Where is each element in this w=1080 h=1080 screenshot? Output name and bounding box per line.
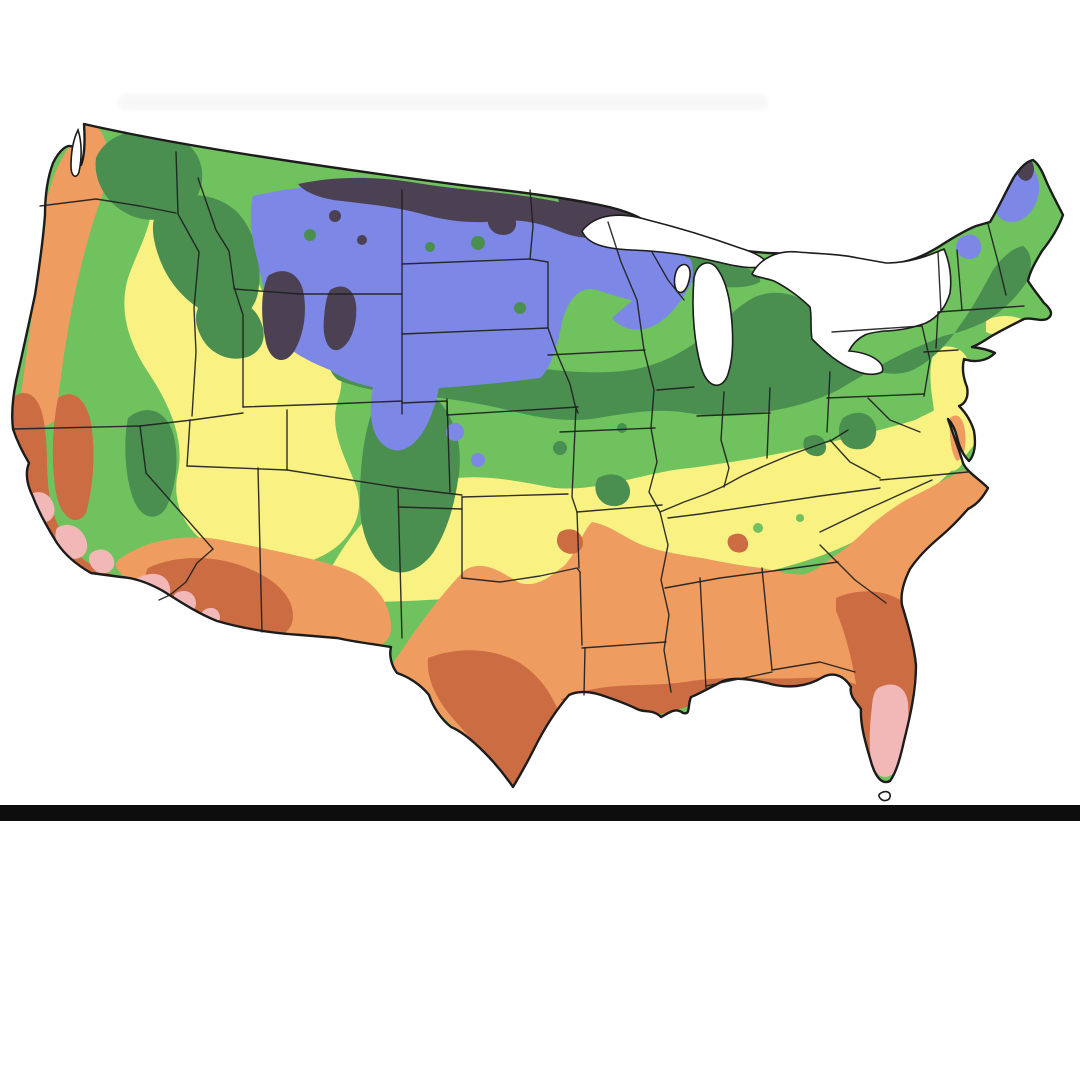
zones-legend: ZONES: 345678910 [0,845,1080,975]
state-borders [12,151,1025,696]
divider-bar [0,805,1080,821]
puget-sound [70,127,82,178]
faded-watermark-artifact [118,94,768,110]
green-bay [673,263,691,294]
us-outline [11,122,1065,789]
zone-accent-dots [304,229,804,533]
great-lakes [70,127,952,802]
florida-key [878,790,891,802]
lake-michigan [692,262,734,387]
lake-huron-erie-ontario [751,247,952,376]
